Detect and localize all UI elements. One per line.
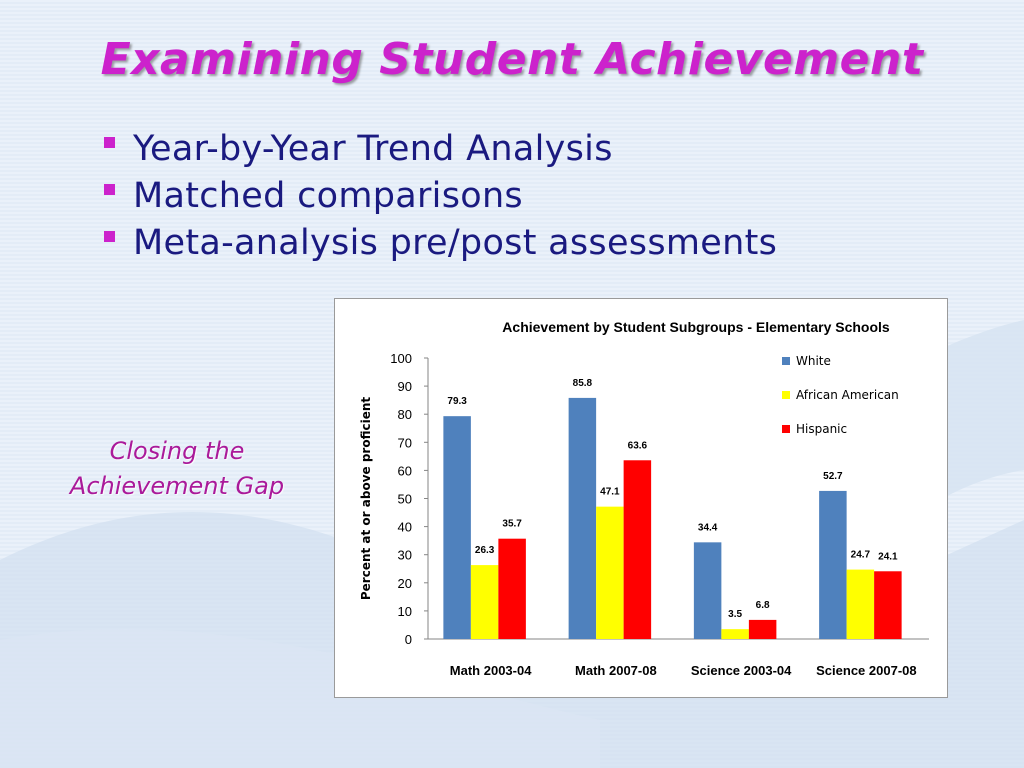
data-label: 85.8 (573, 378, 593, 389)
data-label: 24.1 (878, 551, 898, 562)
bar (623, 460, 652, 639)
bullet-text: Meta-analysis pre/post assessments (133, 223, 778, 263)
y-tick-label: 70 (398, 435, 412, 450)
square-bullet-icon (104, 183, 115, 195)
y-tick-label: 60 (398, 463, 412, 478)
bar (596, 506, 624, 639)
bar (470, 565, 499, 639)
legend-label: Hispanic (796, 422, 847, 436)
bullet-item: Year-by-Year Trend Analysis (104, 126, 777, 173)
x-tick-label: Science 2003-04 (691, 663, 792, 678)
data-label: 79.3 (447, 396, 467, 407)
side-note-line: Achievement Gap (69, 472, 285, 500)
data-label: 34.4 (698, 522, 718, 533)
bar (693, 542, 722, 639)
data-label: 24.7 (851, 550, 871, 561)
bullet-item: Meta-analysis pre/post assessments (104, 220, 777, 267)
y-tick-label: 90 (398, 379, 412, 394)
x-tick-label: Science 2007-08 (816, 663, 916, 678)
bar (748, 619, 777, 639)
data-label: 26.3 (475, 545, 495, 556)
bar (819, 490, 847, 639)
bar-chart: Achievement by Student Subgroups - Eleme… (359, 319, 929, 678)
bullet-list: Year-by-Year Trend Analysis Matched comp… (104, 126, 777, 267)
data-label: 35.7 (502, 519, 522, 530)
y-tick-label: 80 (398, 407, 412, 422)
slide-title: Examining Student Achievement (100, 34, 924, 85)
bullet-text: Year-by-Year Trend Analysis (133, 129, 613, 169)
y-tick-label: 30 (398, 548, 412, 563)
bar (498, 538, 526, 639)
chart-title: Achievement by Student Subgroups - Eleme… (502, 319, 890, 335)
bar (846, 569, 875, 639)
data-label: 63.6 (628, 440, 648, 451)
data-label: 6.8 (756, 600, 770, 611)
bar (874, 571, 902, 639)
y-tick-label: 50 (398, 492, 412, 507)
y-tick-label: 10 (398, 604, 412, 619)
y-tick-label: 0 (405, 632, 412, 647)
data-label: 47.1 (600, 487, 620, 498)
data-label: 3.5 (728, 609, 742, 620)
side-note-line: Closing the (109, 437, 245, 465)
legend-swatch (782, 357, 790, 365)
square-bullet-icon (104, 136, 115, 148)
bar (568, 397, 597, 639)
chart-frame: Achievement by Student Subgroups - Eleme… (334, 298, 948, 698)
y-tick-label: 20 (398, 576, 412, 591)
legend-swatch (782, 425, 790, 433)
bullet-text: Matched comparisons (133, 176, 523, 216)
bar (721, 629, 749, 639)
y-tick-label: 40 (398, 520, 412, 535)
y-tick-label: 100 (390, 351, 412, 366)
side-note: Closing the Achievement Gap (50, 434, 304, 504)
square-bullet-icon (104, 230, 115, 242)
legend-label: African American (796, 388, 899, 402)
bullet-item: Matched comparisons (104, 173, 777, 220)
legend-label: White (796, 354, 831, 368)
bar (443, 416, 471, 639)
legend-swatch (782, 391, 790, 399)
x-tick-label: Math 2007-08 (575, 663, 657, 678)
data-label: 52.7 (823, 471, 843, 482)
y-axis-label: Percent at or above proficient (359, 397, 373, 601)
x-tick-label: Math 2003-04 (450, 663, 532, 678)
